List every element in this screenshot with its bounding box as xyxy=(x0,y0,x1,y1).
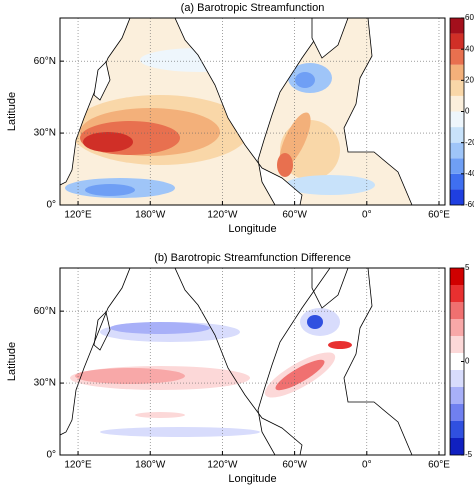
colorbar-swatch xyxy=(450,404,464,421)
colorbar-label: 20 xyxy=(465,75,474,84)
panel-title: (a) Barotropic Streamfunction xyxy=(181,2,325,14)
x-tick-label: 60°W xyxy=(282,460,307,471)
x-tick-label: 60°W xyxy=(282,210,307,221)
land-b xyxy=(60,268,445,455)
colorbar-swatch xyxy=(450,370,464,387)
colorbar-swatch xyxy=(450,33,464,50)
x-tick-label: 0° xyxy=(362,460,372,471)
colorbar-swatch xyxy=(450,387,464,404)
colorbar-label: -40 xyxy=(465,169,474,178)
x-axis-label: Longitude xyxy=(228,473,276,485)
colorbar-swatch xyxy=(450,158,464,174)
colorbar-swatch xyxy=(450,142,464,159)
x-axis-label: Longitude xyxy=(228,223,276,235)
colorbar-label: 5 xyxy=(465,263,470,272)
colorbar-swatch xyxy=(450,285,464,302)
y-tick-label: 30°N xyxy=(34,128,56,139)
x-tick-label: 0° xyxy=(362,210,372,221)
y-axis-label: Latitude xyxy=(6,342,18,381)
plot-frame xyxy=(59,17,446,206)
colorbar-swatch xyxy=(450,268,464,285)
colorbar-swatch xyxy=(450,336,464,353)
colorbar-swatch xyxy=(450,173,464,190)
colorbar-label: -60 xyxy=(465,200,474,209)
colorbar-swatch xyxy=(450,95,464,112)
colorbar-swatch xyxy=(450,80,464,96)
colorbar-swatch xyxy=(450,18,464,34)
x-tick-label: 120°E xyxy=(64,210,92,221)
y-tick-label: 0° xyxy=(46,200,56,211)
panel-title: (b) Barotropic Streamfunction Difference xyxy=(154,252,351,264)
colorbar-swatch xyxy=(450,49,464,65)
colorbar-label: -20 xyxy=(465,138,474,147)
colorbar-swatch xyxy=(450,111,464,128)
y-axis-label: Latitude xyxy=(6,92,18,131)
colorbar-swatch xyxy=(450,302,464,319)
x-tick-label: 60°E xyxy=(428,210,450,221)
colorbar-swatch xyxy=(450,319,464,336)
x-tick-label: 180°W xyxy=(135,210,166,221)
colorbar-label: -5 xyxy=(465,450,473,459)
land-a xyxy=(60,18,445,205)
colorbar-label: 60 xyxy=(465,13,474,22)
colorbar-swatch xyxy=(450,127,464,143)
field-b xyxy=(60,268,445,455)
plot-frame xyxy=(59,267,446,456)
x-tick-label: 180°W xyxy=(135,460,166,471)
colorbar-label: 0 xyxy=(465,357,470,366)
colorbar-swatch xyxy=(450,438,464,455)
y-tick-label: 60°N xyxy=(34,306,56,317)
x-tick-label: 120°E xyxy=(64,460,92,471)
colorbar-label: 40 xyxy=(465,44,474,53)
colorbar-swatch xyxy=(450,64,464,81)
x-tick-label: 120°W xyxy=(207,460,238,471)
x-tick-label: 60°E xyxy=(428,460,450,471)
y-tick-label: 30°N xyxy=(34,378,56,389)
colorbar-swatch xyxy=(450,353,464,370)
colorbar-swatch xyxy=(450,421,464,438)
colorbar-swatch xyxy=(450,189,464,205)
x-tick-label: 120°W xyxy=(207,210,238,221)
colorbar-label: 0 xyxy=(465,107,470,116)
y-tick-label: 60°N xyxy=(34,56,56,67)
y-tick-label: 0° xyxy=(46,450,56,461)
